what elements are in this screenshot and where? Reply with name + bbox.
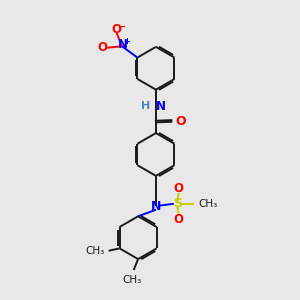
Text: O: O bbox=[176, 115, 186, 128]
Text: N: N bbox=[118, 38, 128, 51]
Text: CH₃: CH₃ bbox=[122, 274, 142, 284]
Text: O: O bbox=[174, 182, 184, 195]
Text: −: − bbox=[118, 22, 126, 32]
Text: N: N bbox=[156, 100, 166, 113]
Text: N: N bbox=[151, 200, 161, 213]
Text: CH₃: CH₃ bbox=[198, 199, 218, 209]
Text: S: S bbox=[173, 197, 182, 210]
Text: CH₃: CH₃ bbox=[85, 246, 105, 256]
Text: +: + bbox=[124, 37, 130, 46]
Text: O: O bbox=[97, 41, 107, 54]
Text: O: O bbox=[174, 213, 184, 226]
Text: O: O bbox=[112, 22, 122, 35]
Text: H: H bbox=[141, 101, 151, 111]
